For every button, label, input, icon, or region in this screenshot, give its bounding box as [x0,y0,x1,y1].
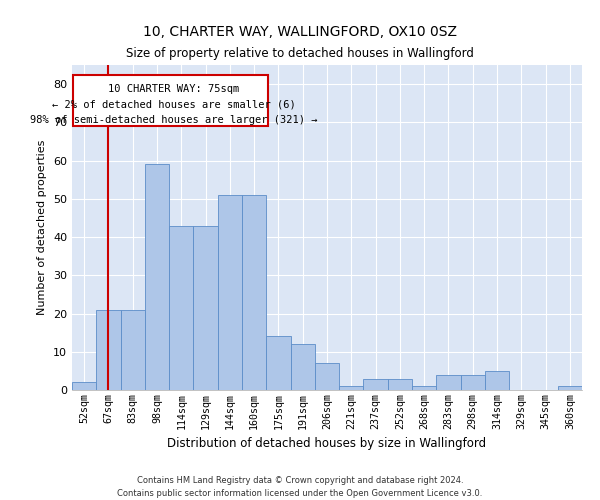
Bar [290,344,315,390]
Bar [461,374,485,390]
Bar [558,386,582,390]
Bar [242,195,266,390]
Bar [193,226,218,390]
Bar [72,382,96,390]
Bar [388,378,412,390]
Bar [339,386,364,390]
Bar [169,226,193,390]
Bar [121,310,145,390]
Bar [96,310,121,390]
Bar [315,363,339,390]
Bar [364,378,388,390]
Bar [218,195,242,390]
Bar [485,371,509,390]
X-axis label: Distribution of detached houses by size in Wallingford: Distribution of detached houses by size … [167,437,487,450]
Text: Size of property relative to detached houses in Wallingford: Size of property relative to detached ho… [126,48,474,60]
Bar [145,164,169,390]
Text: Contains HM Land Registry data © Crown copyright and database right 2024.
Contai: Contains HM Land Registry data © Crown c… [118,476,482,498]
Bar [436,374,461,390]
Text: ← 2% of detached houses are smaller (6): ← 2% of detached houses are smaller (6) [52,100,296,110]
Y-axis label: Number of detached properties: Number of detached properties [37,140,47,315]
Text: 10, CHARTER WAY, WALLINGFORD, OX10 0SZ: 10, CHARTER WAY, WALLINGFORD, OX10 0SZ [143,25,457,39]
Bar [412,386,436,390]
Text: 98% of semi-detached houses are larger (321) →: 98% of semi-detached houses are larger (… [30,115,318,125]
FancyBboxPatch shape [73,74,268,126]
Bar [266,336,290,390]
Text: 10 CHARTER WAY: 75sqm: 10 CHARTER WAY: 75sqm [109,84,239,94]
